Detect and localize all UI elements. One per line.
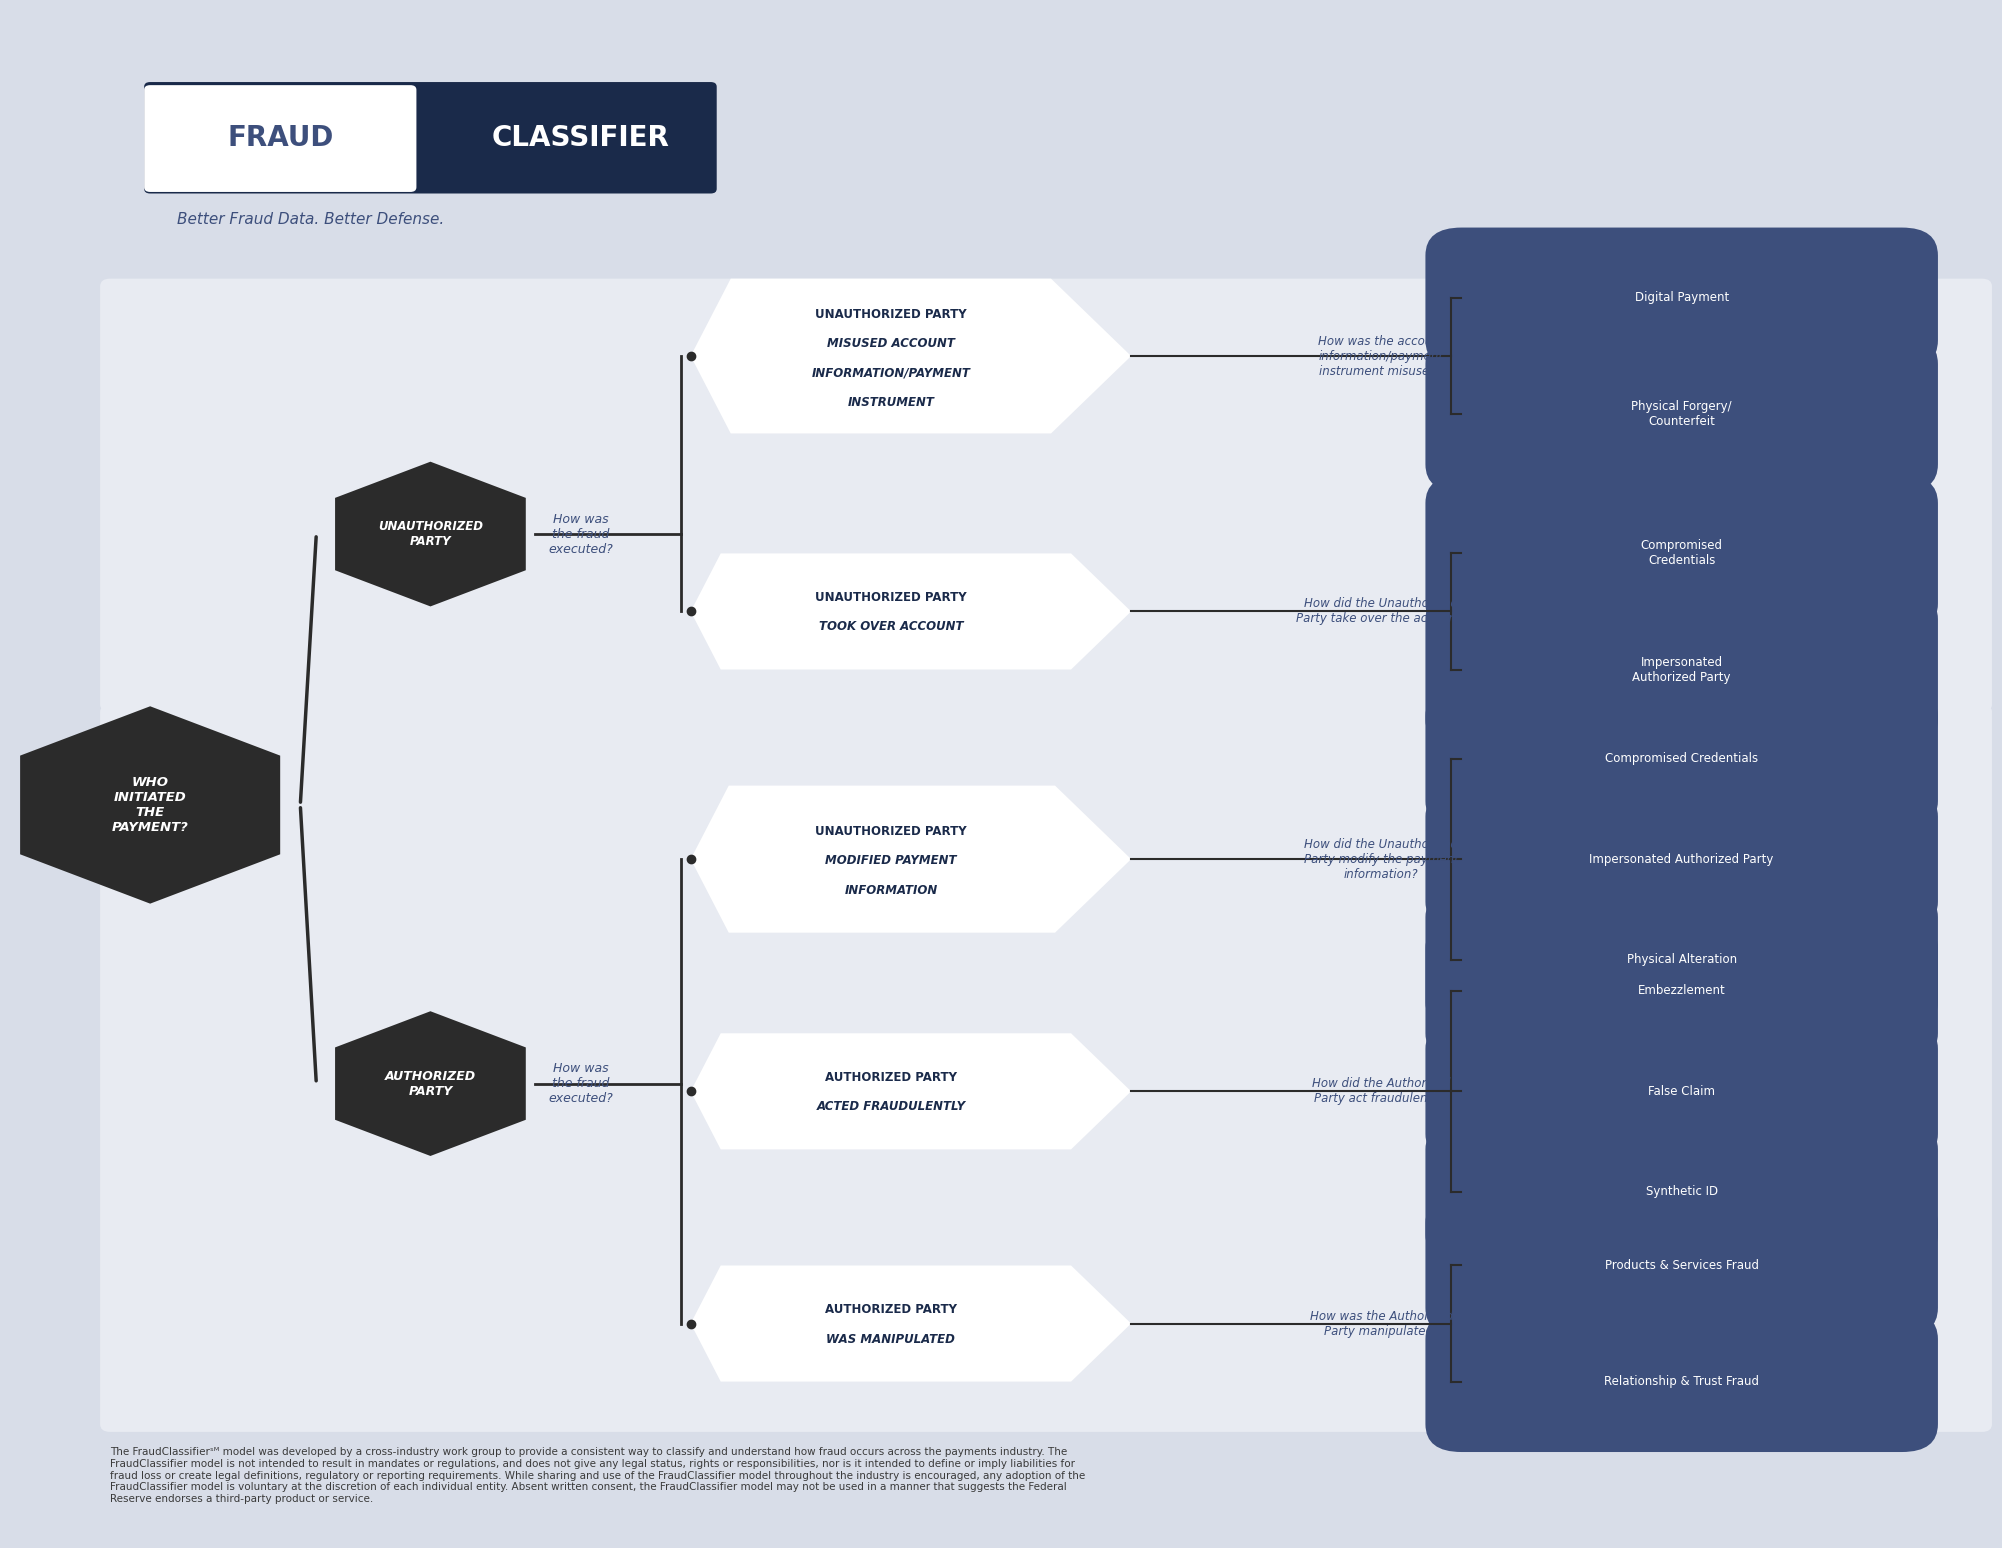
Text: MODIFIED PAYMENT: MODIFIED PAYMENT xyxy=(825,854,957,867)
Text: CLASSIFIER: CLASSIFIER xyxy=(492,124,669,152)
FancyBboxPatch shape xyxy=(1425,889,1938,1031)
Text: ACTED FRAUDULENTLY: ACTED FRAUDULENTLY xyxy=(817,1101,965,1113)
FancyBboxPatch shape xyxy=(100,279,1992,712)
Text: How was the Authorized
Party manipulated?: How was the Authorized Party manipulated… xyxy=(1309,1310,1453,1337)
Text: AUTHORIZED
PARTY: AUTHORIZED PARTY xyxy=(384,1070,476,1098)
Text: WAS MANIPULATED: WAS MANIPULATED xyxy=(827,1333,955,1345)
Text: Products & Services Fraud: Products & Services Fraud xyxy=(1606,1259,1758,1272)
Polygon shape xyxy=(691,279,1131,433)
Text: How did the Authorized
Party act fraudulently?: How did the Authorized Party act fraudul… xyxy=(1311,1077,1451,1105)
Text: How was
the fraud
executed?: How was the fraud executed? xyxy=(549,512,613,556)
Text: How did the Unauthorized
Party take over the account?: How did the Unauthorized Party take over… xyxy=(1295,598,1467,625)
Polygon shape xyxy=(334,1011,527,1156)
FancyBboxPatch shape xyxy=(1425,687,1938,830)
Text: WHO
INITIATED
THE
PAYMENT?: WHO INITIATED THE PAYMENT? xyxy=(112,776,188,834)
Text: Synthetic ID: Synthetic ID xyxy=(1646,1186,1718,1198)
Text: AUTHORIZED PARTY: AUTHORIZED PARTY xyxy=(825,1303,957,1316)
FancyBboxPatch shape xyxy=(1425,1311,1938,1452)
Text: Relationship & Trust Fraud: Relationship & Trust Fraud xyxy=(1604,1375,1760,1389)
Text: Digital Payment: Digital Payment xyxy=(1634,291,1730,305)
Text: TOOK OVER ACCOUNT: TOOK OVER ACCOUNT xyxy=(819,621,963,633)
Text: UNAUTHORIZED
PARTY: UNAUTHORIZED PARTY xyxy=(378,520,482,548)
FancyBboxPatch shape xyxy=(1425,789,1938,929)
FancyBboxPatch shape xyxy=(1425,1195,1938,1336)
Text: UNAUTHORIZED PARTY: UNAUTHORIZED PARTY xyxy=(815,591,967,604)
FancyBboxPatch shape xyxy=(1425,1121,1938,1263)
Polygon shape xyxy=(20,706,280,904)
Text: False Claim: False Claim xyxy=(1648,1085,1716,1098)
Text: Compromised
Credentials: Compromised Credentials xyxy=(1642,539,1722,568)
Text: How did the Unauthorized
Party modify the payment
information?: How did the Unauthorized Party modify th… xyxy=(1303,837,1459,881)
Text: INSTRUMENT: INSTRUMENT xyxy=(847,396,935,409)
Text: INFORMATION/PAYMENT: INFORMATION/PAYMENT xyxy=(811,367,971,379)
Text: UNAUTHORIZED PARTY: UNAUTHORIZED PARTY xyxy=(815,308,967,320)
Text: How was the account
information/payment
instrument misused?: How was the account information/payment … xyxy=(1317,334,1445,378)
FancyBboxPatch shape xyxy=(1425,228,1938,368)
Polygon shape xyxy=(334,461,527,607)
Polygon shape xyxy=(691,1266,1131,1382)
FancyBboxPatch shape xyxy=(100,704,1992,1432)
Polygon shape xyxy=(691,786,1131,932)
Text: FRAUD: FRAUD xyxy=(226,124,334,152)
FancyBboxPatch shape xyxy=(144,82,717,194)
Polygon shape xyxy=(691,554,1131,669)
Text: Compromised Credentials: Compromised Credentials xyxy=(1606,752,1758,765)
Text: Better Fraud Data. Better Defense.: Better Fraud Data. Better Defense. xyxy=(176,212,444,228)
Text: AUTHORIZED PARTY: AUTHORIZED PARTY xyxy=(825,1071,957,1084)
Text: Physical Forgery/
Counterfeit: Physical Forgery/ Counterfeit xyxy=(1632,399,1732,429)
FancyBboxPatch shape xyxy=(1425,336,1938,492)
Text: Physical Alteration: Physical Alteration xyxy=(1626,954,1738,966)
FancyBboxPatch shape xyxy=(1425,1022,1938,1161)
Text: INFORMATION: INFORMATION xyxy=(845,884,937,896)
Text: Embezzlement: Embezzlement xyxy=(1638,985,1726,997)
Text: How was
the fraud
executed?: How was the fraud executed? xyxy=(549,1062,613,1105)
Text: Impersonated
Authorized Party: Impersonated Authorized Party xyxy=(1632,655,1732,684)
FancyBboxPatch shape xyxy=(144,85,416,192)
Text: MISUSED ACCOUNT: MISUSED ACCOUNT xyxy=(827,337,955,350)
Polygon shape xyxy=(691,1034,1131,1149)
Text: Impersonated Authorized Party: Impersonated Authorized Party xyxy=(1590,853,1774,865)
FancyBboxPatch shape xyxy=(1425,475,1938,632)
FancyBboxPatch shape xyxy=(1425,591,1938,748)
Text: The FraudClassifierˢᴹ model was developed by a cross-industry work group to prov: The FraudClassifierˢᴹ model was develope… xyxy=(110,1447,1085,1503)
FancyBboxPatch shape xyxy=(1425,920,1938,1062)
Text: UNAUTHORIZED PARTY: UNAUTHORIZED PARTY xyxy=(815,825,967,837)
